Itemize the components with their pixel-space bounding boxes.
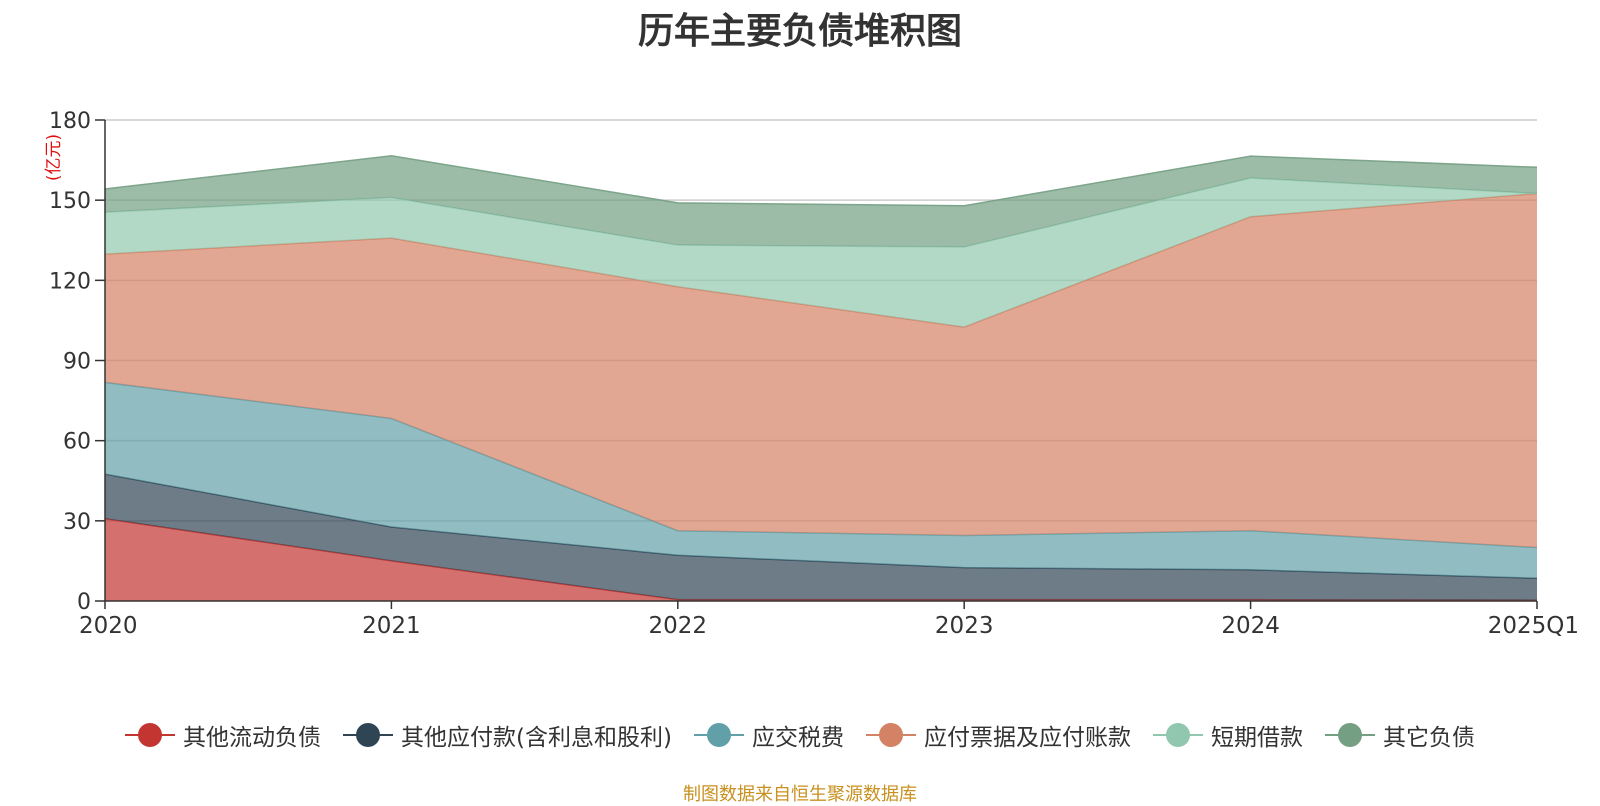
area-series-1 — [105, 518, 1537, 601]
y-tick-label: 90 — [63, 350, 91, 375]
y-tick-label: 0 — [77, 590, 91, 615]
area-series-4 — [105, 193, 1537, 548]
legend-label: 应付票据及应付账款 — [923, 725, 1131, 751]
y-tick-label: 120 — [49, 269, 91, 294]
axes: 0 30 60 90 120 150 180 2020 2021 2022 2023 2024 2025… — [49, 109, 1579, 639]
legend-item-2[interactable]: 其他应付款(含利息和股利) — [343, 718, 672, 752]
legend-swatch — [693, 723, 744, 747]
legend-item-4[interactable]: 应付票据及应付账款 — [865, 718, 1131, 752]
legend-item-6[interactable]: 其它负债 — [1324, 718, 1475, 752]
legend-label: 短期借款 — [1210, 725, 1303, 751]
legend-item-1[interactable]: 其他流动负债 — [125, 718, 321, 752]
y-tick-label: 180 — [49, 109, 91, 134]
x-tick-label: 2020 — [79, 613, 138, 639]
x-tick-label: 2021 — [362, 613, 421, 639]
legend-item-3[interactable]: 应交税费 — [693, 718, 844, 752]
legend-swatch — [125, 723, 176, 747]
area-series-line-6 — [104, 155, 1538, 207]
area-series-line-1 — [104, 517, 1538, 601]
area-series-6 — [105, 155, 1537, 247]
x-tick-label: 2023 — [935, 613, 994, 639]
legend-swatch — [343, 723, 394, 747]
area-series-5 — [105, 177, 1537, 328]
chart-title: 历年主要负债堆积图 — [637, 11, 962, 52]
legend-swatch — [1152, 723, 1203, 747]
y-tick-label: 60 — [63, 430, 91, 455]
y-tick-label: 30 — [63, 510, 91, 535]
area-series — [104, 155, 1538, 601]
legend-label: 其他流动负债 — [183, 725, 322, 751]
y-tick-label: 150 — [49, 189, 91, 214]
x-tick-label: 2025Q1 — [1488, 613, 1579, 639]
legend-swatch — [865, 723, 916, 747]
legend-label: 应交税费 — [751, 725, 844, 751]
legend-item-5[interactable]: 短期借款 — [1152, 718, 1303, 752]
area-series-3 — [105, 382, 1537, 579]
legend-label: 其它负债 — [1382, 725, 1475, 751]
source-note: 制图数据来自恒生聚源数据库 — [683, 784, 917, 805]
area-series-2 — [105, 474, 1537, 601]
legend: 其他流动负债 其他应付款(含利息和股利) 应交税费 应付票据及应付账款 短期借款 其它负债 — [0, 718, 1600, 752]
x-tick-label: 2022 — [649, 613, 708, 639]
legend-label: 其他应付款(含利息和股利) — [401, 725, 672, 751]
legend-swatch — [1324, 723, 1375, 747]
x-tick-label: 2024 — [1221, 613, 1280, 639]
